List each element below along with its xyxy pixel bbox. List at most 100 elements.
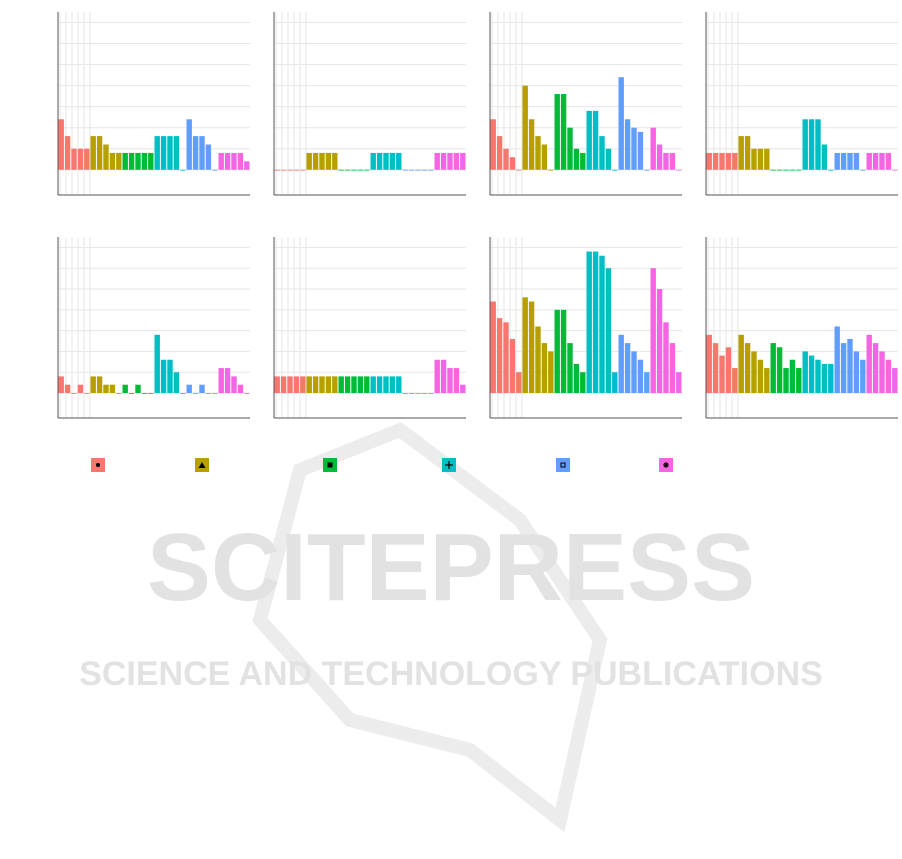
bar [853,152,860,170]
bar [103,384,109,394]
bar [860,359,866,394]
bar [109,152,116,170]
bar [496,318,503,394]
bar [58,119,64,170]
bar [103,144,109,170]
panel [489,12,682,196]
bar [186,119,192,170]
bar [357,376,364,394]
bar [592,110,599,170]
bar [293,376,300,394]
bar [205,393,212,394]
bar [244,393,250,394]
legend-marker [327,462,333,468]
bar [828,169,834,171]
bar [815,359,821,394]
panel [705,237,898,419]
bar [738,136,744,170]
bar [866,334,872,394]
bar [637,359,644,394]
bar [212,169,218,171]
bar [280,169,287,171]
bar [192,136,199,170]
bar [180,169,186,171]
bar [879,351,885,394]
bar [509,157,516,170]
bar [612,169,618,171]
bar [586,251,592,394]
bar [370,152,376,170]
legend-swatch [556,458,570,472]
bar [764,148,770,170]
bar [802,119,808,170]
bar [605,268,612,394]
bar [522,297,528,394]
bar [332,376,338,394]
bar [834,152,840,170]
bar [573,363,580,394]
bar [237,384,244,394]
bar [396,376,402,394]
bar [663,322,669,394]
bar [224,368,231,394]
bar [332,152,338,170]
bar [821,363,828,394]
bar [128,393,135,394]
bar [586,110,592,170]
bar [460,384,466,394]
bar [541,144,548,170]
bar [408,169,415,171]
bar [396,152,402,170]
bar [408,393,415,394]
bar [415,169,421,171]
bar [744,343,751,394]
bar [453,152,460,170]
bar [592,251,599,394]
bar [573,148,580,170]
bar [732,368,738,394]
bar [376,376,383,394]
bar [287,376,293,394]
bar [421,393,428,394]
bar [71,393,77,394]
bar [535,136,541,170]
bar [535,326,541,394]
bar [64,136,71,170]
bar [231,376,237,394]
bar [77,148,84,170]
bar [624,343,631,394]
bar [496,136,503,170]
bar [71,148,77,170]
bar [618,334,624,394]
bar [90,136,96,170]
bar [706,152,712,170]
bar [135,384,141,394]
bar [637,131,644,170]
bar [447,368,453,394]
bar [306,376,312,394]
bar [669,343,676,394]
bar [90,376,96,394]
bar [357,169,364,171]
bar [218,152,224,170]
bar [789,169,796,171]
bar [173,372,180,394]
bar [796,169,802,171]
panel [57,12,250,196]
bar [789,359,796,394]
bar [885,359,892,394]
bar [560,94,567,170]
bar [148,393,154,394]
bar [618,77,624,170]
bar [879,152,885,170]
bar [344,169,351,171]
bar [624,119,631,170]
bar [212,393,218,394]
bar [218,368,224,394]
legend-marker [198,462,206,468]
bar [453,368,460,394]
bar [796,368,802,394]
bar [428,393,434,394]
bar [312,152,319,170]
